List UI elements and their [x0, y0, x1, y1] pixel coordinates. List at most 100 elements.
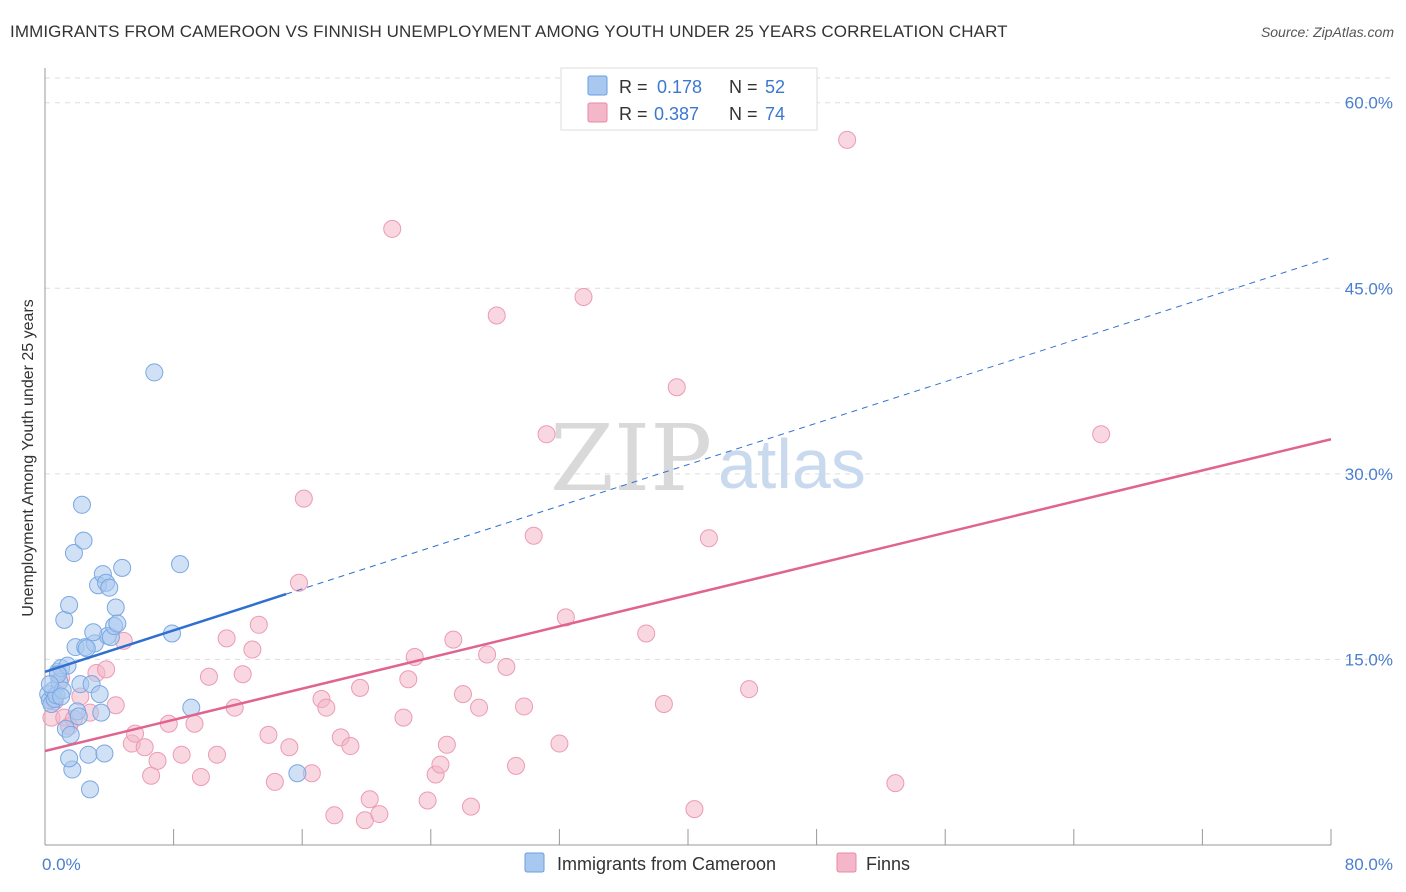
point-finns-38 — [341, 737, 360, 756]
x-tick-label-0: 0.0% — [42, 855, 81, 874]
legend-swatch-cameroon — [587, 75, 608, 96]
point-finns-39 — [351, 678, 370, 697]
point-finns-20 — [191, 767, 210, 786]
point-finns-59 — [515, 697, 534, 716]
point-finns-52 — [453, 685, 472, 704]
point-finns-73 — [1092, 425, 1111, 444]
point-finns-10 — [106, 696, 125, 715]
point-finns-21 — [199, 667, 218, 686]
point-cameroon-44 — [171, 555, 190, 574]
point-finns-22 — [208, 745, 227, 764]
y-tick-label-0: 15.0% — [1345, 650, 1393, 669]
point-finns-60 — [524, 526, 543, 545]
y-tick-label-3: 60.0% — [1345, 94, 1393, 113]
point-cameroon-51 — [40, 675, 59, 694]
legend-bottom-label-finns: Finns — [866, 854, 910, 874]
point-finns-51 — [444, 630, 463, 649]
point-finns-68 — [685, 800, 704, 819]
legend-bottom-swatch-finns — [836, 852, 857, 873]
y-tick-label-2: 45.0% — [1345, 279, 1393, 298]
trend-lines — [44, 256, 1332, 753]
grid-lines — [45, 77, 1392, 660]
point-finns-19 — [185, 714, 204, 733]
point-finns-28 — [259, 725, 278, 744]
trend-line-finns — [44, 438, 1332, 753]
legend-n-value-cameroon: 52 — [765, 77, 785, 97]
point-finns-27 — [249, 615, 268, 634]
point-finns-26 — [243, 640, 262, 659]
point-finns-41 — [360, 790, 379, 809]
point-cameroon-40 — [113, 558, 132, 577]
point-cameroon-19 — [69, 707, 88, 726]
legend-bottom-swatch-cameroon — [524, 852, 545, 873]
legend-r-label-finns: R = — [619, 104, 648, 124]
legend-top: R = 0.178 N = 52 R = 0.387 N = 74 — [560, 67, 818, 131]
point-finns-23 — [217, 629, 236, 648]
point-cameroon-14 — [61, 725, 80, 744]
point-cameroon-38 — [106, 598, 125, 617]
x-tick-label-1: 80.0% — [1345, 855, 1393, 874]
point-cameroon-25 — [81, 780, 100, 799]
point-finns-66 — [654, 694, 673, 713]
point-cameroon-42 — [145, 363, 164, 382]
point-finns-65 — [637, 624, 656, 643]
source-label: Source: ZipAtlas.com — [1260, 24, 1394, 40]
point-finns-62 — [550, 734, 569, 753]
point-finns-64 — [574, 287, 593, 306]
trend-line-cameroon — [44, 592, 287, 673]
point-finns-32 — [294, 489, 313, 508]
point-finns-9 — [97, 660, 116, 679]
y-tick-label-1: 30.0% — [1345, 465, 1393, 484]
point-finns-70 — [740, 680, 759, 699]
point-finns-42 — [370, 805, 389, 824]
point-finns-58 — [506, 756, 525, 775]
legend-bottom: Immigrants from Cameroon Finns — [524, 852, 910, 874]
point-finns-35 — [317, 698, 336, 717]
point-finns-69 — [699, 529, 718, 548]
point-cameroon-39 — [108, 614, 127, 633]
legend-r-label-cameroon: R = — [619, 77, 648, 97]
point-finns-56 — [487, 306, 506, 325]
point-finns-17 — [159, 714, 178, 733]
legend-n-label-finns: N = — [729, 104, 758, 124]
point-finns-25 — [233, 665, 252, 684]
watermark-atlas: atlas — [718, 425, 866, 503]
legend-swatch-finns — [587, 102, 608, 123]
chart-title: IMMIGRANTS FROM CAMEROON VS FINNISH UNEM… — [10, 22, 1008, 41]
point-finns-18 — [172, 745, 191, 764]
watermark-zip: ZIP — [550, 405, 712, 512]
point-finns-53 — [461, 797, 480, 816]
point-cameroon-22 — [74, 531, 93, 550]
point-finns-54 — [470, 698, 489, 717]
legend-n-value-finns: 74 — [765, 104, 785, 124]
point-finns-50 — [437, 735, 456, 754]
point-cameroon-35 — [100, 578, 119, 597]
point-finns-16 — [148, 751, 167, 770]
point-cameroon-32 — [95, 744, 114, 763]
point-cameroon-48 — [52, 687, 71, 706]
point-finns-67 — [667, 378, 686, 397]
point-finns-57 — [497, 657, 516, 676]
y-axis-label: Unemployment Among Youth under 25 years — [20, 299, 37, 617]
point-finns-71 — [838, 130, 857, 149]
x-tick-labels: 0.0% 80.0% — [42, 855, 1393, 874]
point-cameroon-24 — [79, 745, 98, 764]
point-finns-15 — [142, 766, 161, 785]
point-finns-47 — [418, 791, 437, 810]
y-tick-labels: 15.0% 30.0% 45.0% 60.0% — [1345, 94, 1393, 670]
point-finns-61 — [537, 425, 556, 444]
point-finns-43 — [383, 219, 402, 238]
point-finns-31 — [289, 573, 308, 592]
point-cameroon-50 — [84, 623, 103, 642]
point-finns-30 — [280, 738, 299, 757]
point-finns-55 — [478, 645, 497, 664]
legend-r-value-finns: 0.387 — [654, 104, 699, 124]
point-finns-72 — [886, 774, 905, 793]
point-finns-49 — [431, 755, 450, 774]
point-cameroon-13 — [60, 596, 79, 615]
legend-r-value-cameroon: 0.178 — [657, 77, 702, 97]
point-cameroon-30 — [92, 703, 111, 722]
legend-n-label-cameroon: N = — [729, 77, 758, 97]
legend-bottom-label-cameroon: Immigrants from Cameroon — [557, 854, 776, 874]
